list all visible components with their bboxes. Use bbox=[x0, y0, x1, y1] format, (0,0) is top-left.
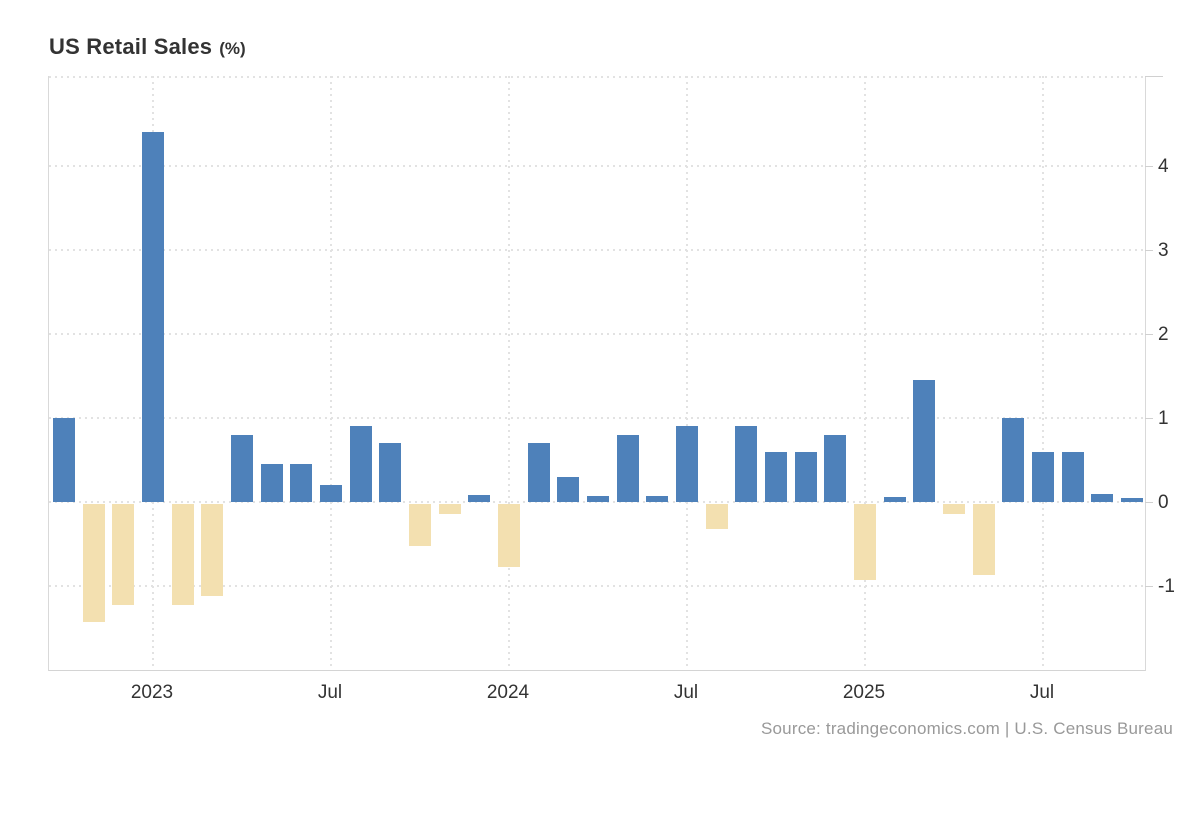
bar-Nov-2024[interactable] bbox=[794, 451, 817, 502]
y-tick-label-2: 2 bbox=[1158, 324, 1169, 345]
y-tick-2 bbox=[1145, 334, 1153, 335]
gridline-h-3 bbox=[49, 249, 1145, 251]
bar-Aug-2024[interactable] bbox=[705, 504, 728, 530]
x-tick-label-2024: 2024 bbox=[486, 682, 530, 703]
gridline-h-2 bbox=[49, 333, 1145, 335]
gridline-h-4 bbox=[49, 165, 1145, 167]
bar-Jan-2025[interactable] bbox=[854, 504, 876, 580]
gridline-h-1 bbox=[49, 417, 1145, 419]
x-tick-label-2025: 2025 bbox=[842, 682, 886, 703]
chart-title: US Retail Sales (%) bbox=[49, 34, 246, 60]
y-tick-label-4: 4 bbox=[1158, 156, 1169, 177]
chart-title-unit: (%) bbox=[219, 39, 246, 58]
bar-Sep-2023[interactable] bbox=[379, 443, 402, 502]
bar-May-2024[interactable] bbox=[616, 434, 639, 502]
y-tick-3 bbox=[1145, 250, 1153, 251]
gridline-h-0 bbox=[49, 501, 1145, 503]
bar-Nov-2023[interactable] bbox=[438, 504, 461, 515]
bar-Oct-2025[interactable] bbox=[1121, 497, 1143, 502]
gridline-v-Jul bbox=[686, 76, 688, 670]
chart-title-text: US Retail Sales bbox=[49, 34, 213, 59]
bar-Nov-2022[interactable] bbox=[82, 504, 105, 622]
x-tick-label-Jul: Jul bbox=[673, 682, 699, 703]
bar-Oct-2024[interactable] bbox=[765, 451, 787, 502]
y-tick-label-3: 3 bbox=[1158, 240, 1169, 261]
bar-May-2023[interactable] bbox=[260, 464, 283, 502]
bar-Feb-2023[interactable] bbox=[171, 504, 194, 605]
bar-Aug-2023[interactable] bbox=[349, 426, 372, 502]
x-tick-label-Jul: Jul bbox=[317, 682, 343, 703]
bar-Mar-2025[interactable] bbox=[913, 380, 936, 502]
bar-Jun-2025[interactable] bbox=[1002, 418, 1025, 502]
source-attribution: Source: tradingeconomics.com | U.S. Cens… bbox=[760, 719, 1173, 738]
bar-Feb-2025[interactable] bbox=[883, 496, 906, 502]
y-tick-label--1: -1 bbox=[1158, 576, 1175, 597]
x-tick-label-Jul: Jul bbox=[1029, 682, 1055, 703]
y-tick-1 bbox=[1145, 418, 1153, 419]
bar-Feb-2024[interactable] bbox=[527, 443, 550, 502]
bar-Sep-2024[interactable] bbox=[735, 426, 758, 502]
bar-Jun-2024[interactable] bbox=[646, 496, 669, 502]
y-tick-4 bbox=[1145, 166, 1153, 167]
y-tick-label-0: 0 bbox=[1158, 492, 1169, 513]
gridline-v-2025 bbox=[864, 76, 866, 670]
bar-Dec-2024[interactable] bbox=[824, 434, 847, 502]
plot-top-border bbox=[49, 76, 1145, 78]
bar-Jun-2023[interactable] bbox=[290, 464, 313, 502]
y-tick--1 bbox=[1145, 586, 1153, 587]
plot-area bbox=[48, 76, 1146, 671]
gridline-v-Jul bbox=[1042, 76, 1044, 670]
bar-Apr-2025[interactable] bbox=[943, 504, 965, 515]
y-tick-0 bbox=[1145, 502, 1153, 503]
x-tick-label-2023: 2023 bbox=[130, 682, 174, 703]
bar-Dec-2022[interactable] bbox=[112, 504, 135, 605]
gridline-v-2024 bbox=[508, 76, 510, 670]
gridline-v-Jul bbox=[330, 76, 332, 670]
bar-Dec-2023[interactable] bbox=[468, 495, 491, 502]
bar-Oct-2022[interactable] bbox=[53, 418, 75, 502]
bar-Jul-2024[interactable] bbox=[676, 426, 698, 502]
bar-Jan-2023[interactable] bbox=[142, 132, 164, 502]
bar-Jul-2023[interactable] bbox=[320, 485, 342, 502]
bar-Apr-2024[interactable] bbox=[587, 496, 609, 502]
bar-Apr-2023[interactable] bbox=[231, 434, 253, 502]
bar-Aug-2025[interactable] bbox=[1061, 451, 1084, 502]
bar-Oct-2023[interactable] bbox=[409, 504, 431, 546]
y-axis-top-tick bbox=[1145, 76, 1163, 77]
bar-Jul-2025[interactable] bbox=[1032, 451, 1054, 502]
bar-Sep-2025[interactable] bbox=[1091, 493, 1114, 502]
bar-Jan-2024[interactable] bbox=[498, 504, 520, 567]
bar-Mar-2023[interactable] bbox=[201, 504, 224, 597]
y-tick-label-1: 1 bbox=[1158, 408, 1169, 429]
bar-Mar-2024[interactable] bbox=[557, 476, 580, 502]
bar-May-2025[interactable] bbox=[972, 504, 995, 576]
gridline-h--1 bbox=[49, 585, 1145, 587]
